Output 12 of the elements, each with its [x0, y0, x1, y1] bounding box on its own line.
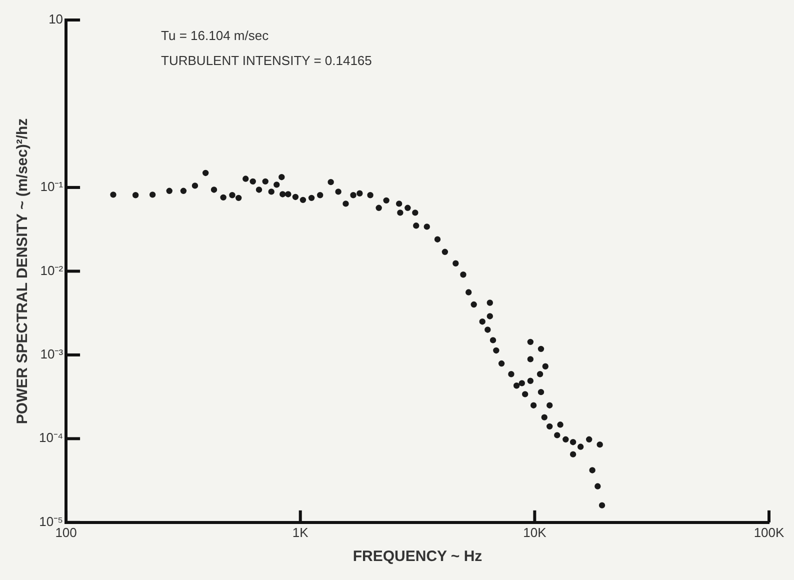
y-tick-label: 10⁻²	[40, 262, 64, 278]
y-tick-label: 10⁻¹	[40, 179, 64, 194]
annotation: Tu = 16.104 m/sec	[161, 28, 270, 44]
y-axis-title: POWER SPECTRAL DENSITY ~ (m/sec)²/hz	[14, 118, 32, 424]
y-tick-label: 10	[48, 12, 64, 27]
y-tick-label: 10⁻³	[40, 346, 64, 362]
x-axis-title: FREQUENCY ~ Hz	[352, 548, 482, 566]
annotation: TURBULENT INTENSITY = 0.14165	[161, 53, 372, 68]
y-tick-label: 10⁻⁴	[39, 430, 64, 446]
x-tick-label: 1K	[292, 524, 309, 540]
x-tick-label: 100K	[754, 524, 784, 540]
x-tick-label: 10K	[523, 524, 547, 540]
